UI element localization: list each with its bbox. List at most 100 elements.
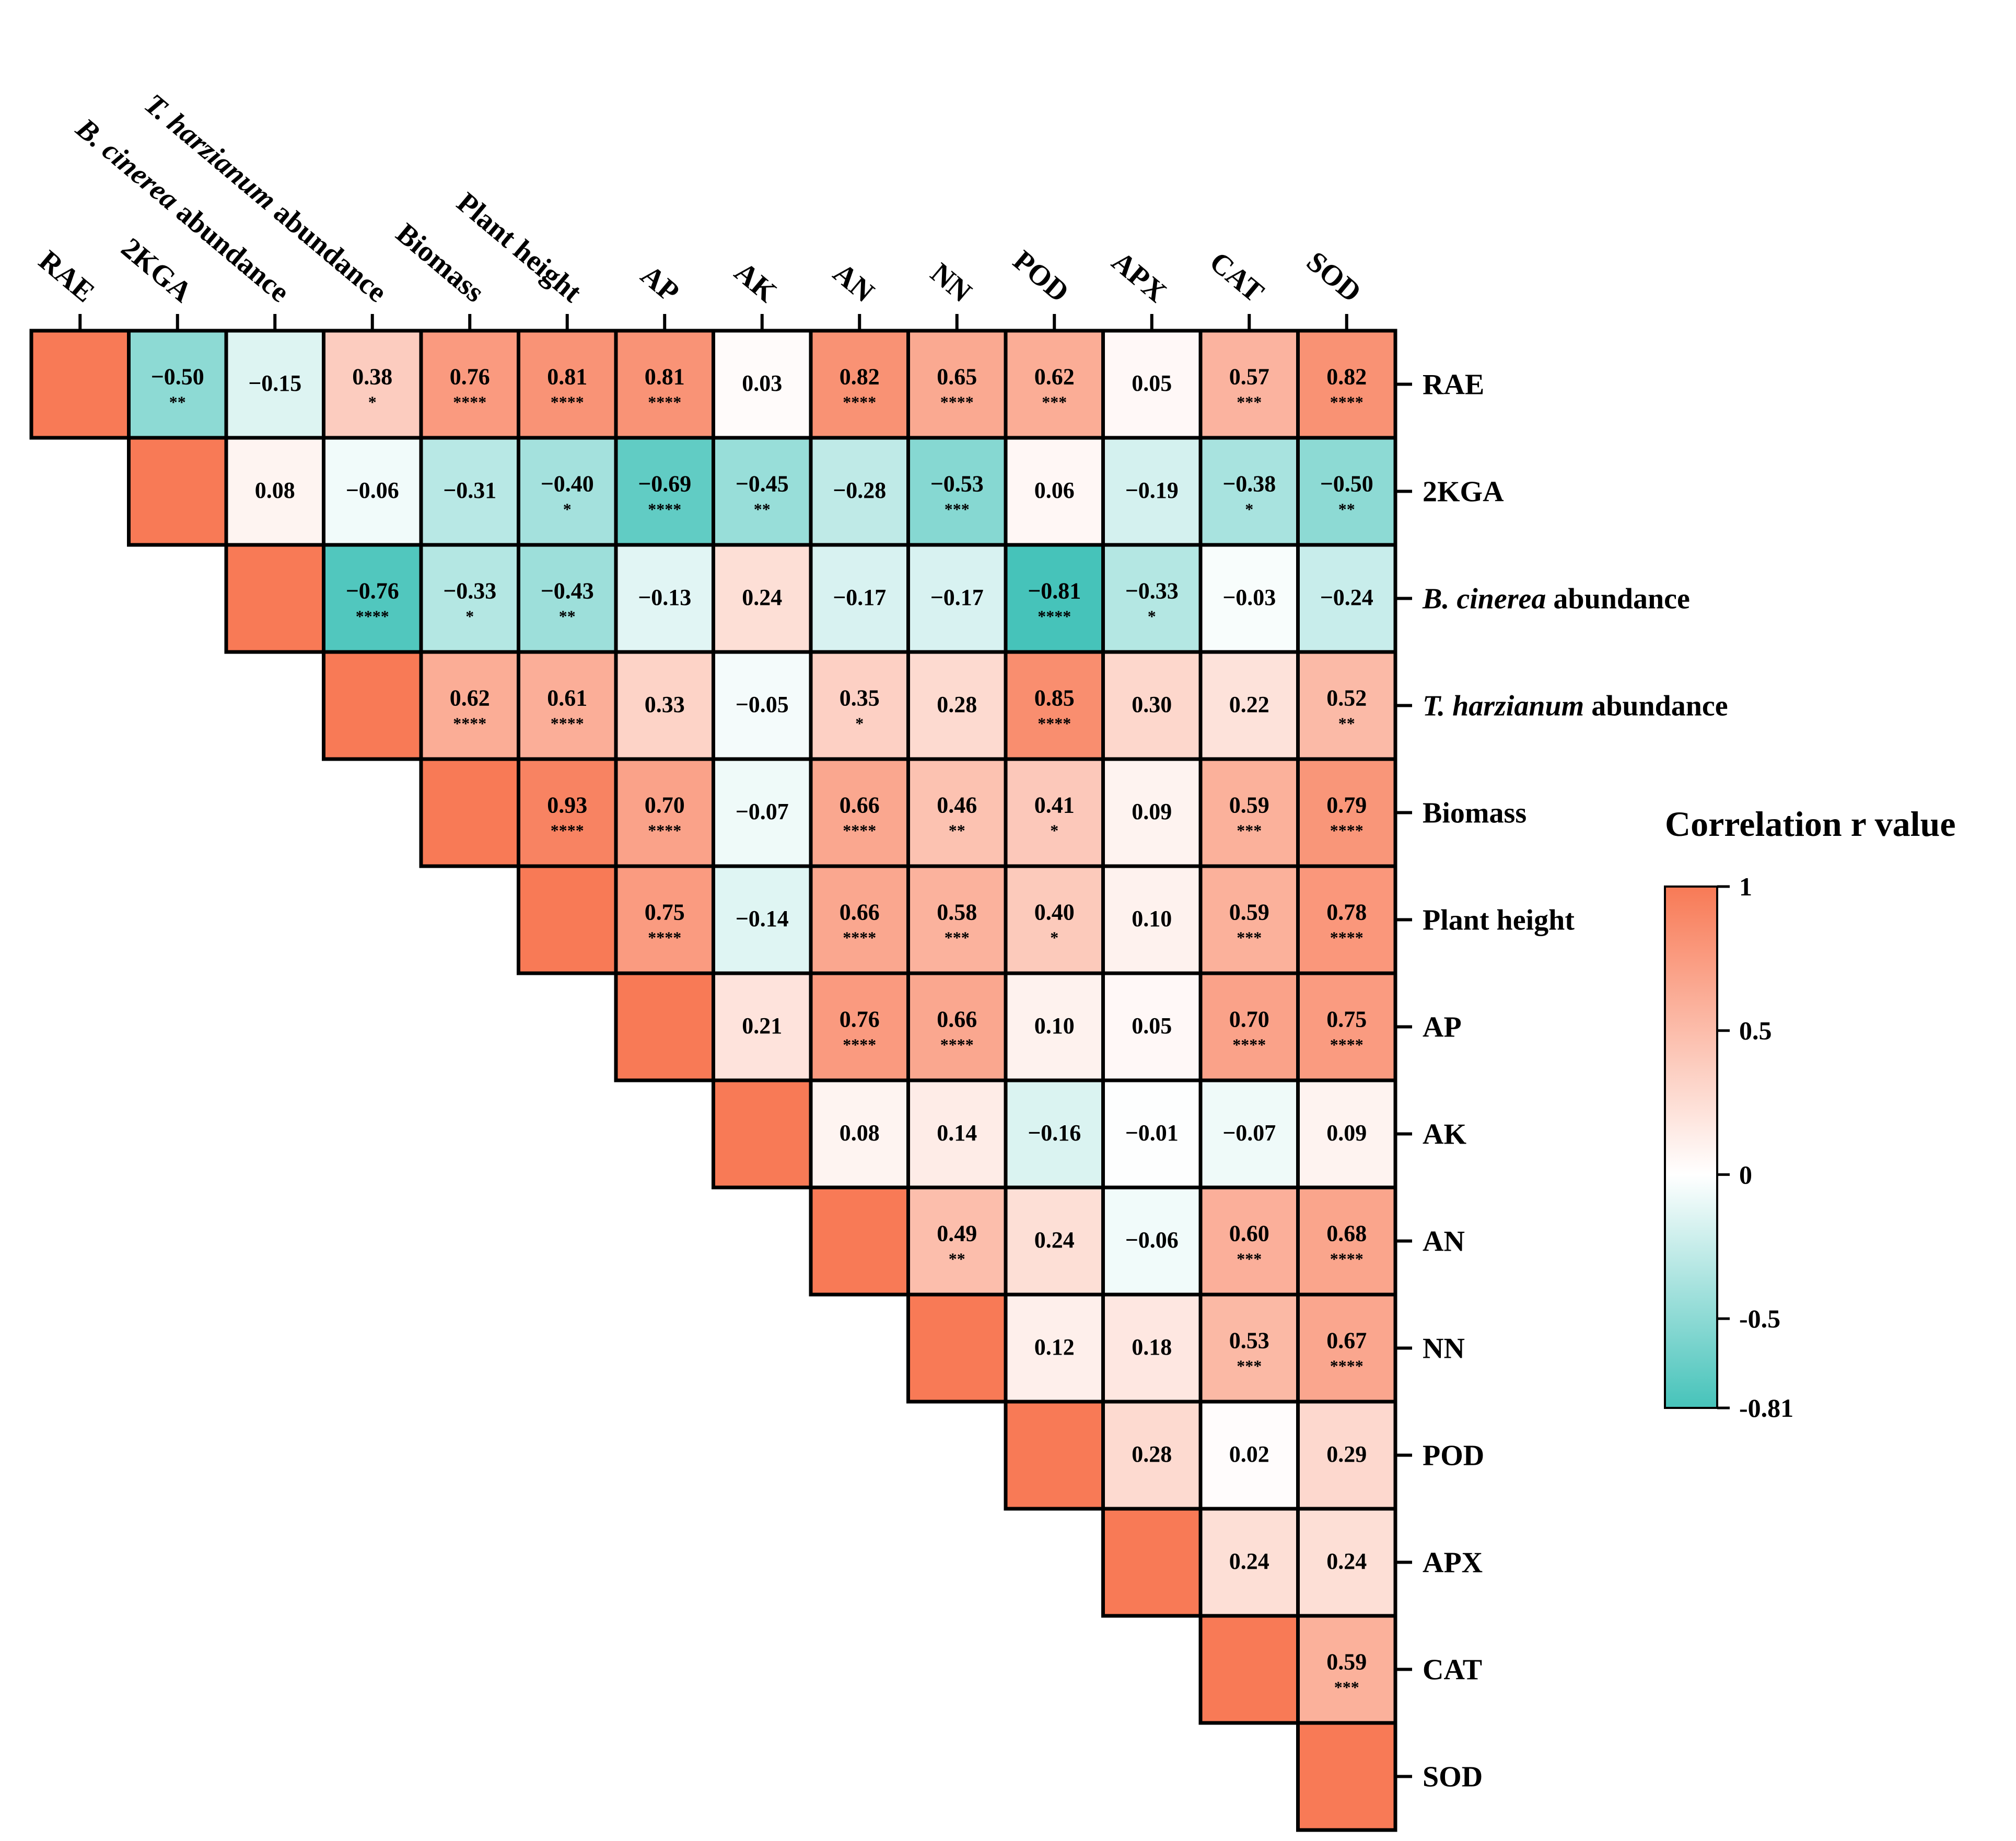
cell-ap-ap: [614, 971, 715, 1082]
cell-value: −0.01: [1125, 1120, 1179, 1146]
row-label-pod: POD: [1423, 1440, 1484, 1472]
cell-rect: [1101, 1078, 1203, 1190]
cell-value: 0.59: [1229, 900, 1269, 925]
cell-2kga-an: −0.28: [809, 436, 910, 547]
cell-rect: [1198, 1614, 1300, 1725]
cell-b-cinerea-abundance-an: −0.17: [809, 543, 910, 654]
cell-significance: ****: [453, 393, 486, 412]
colorbar-tick-label: 0: [1739, 1160, 1752, 1189]
row-label-2kga: 2KGA: [1423, 476, 1504, 508]
cell-value: 0.38: [352, 364, 392, 390]
cell-value: 0.30: [1132, 692, 1172, 717]
cell-2kga-2kga: [127, 436, 228, 547]
cell-2kga-apx: −0.19: [1101, 436, 1203, 547]
cell-rae-biomass: 0.76 ****: [419, 329, 520, 440]
cell-value: 0.66: [937, 1007, 977, 1032]
cell-biomass-ap: 0.70 ****: [614, 757, 715, 868]
cell-value: −0.24: [1320, 585, 1373, 610]
cell-value: 0.70: [1229, 1007, 1269, 1032]
col-label-rae: RAE: [32, 244, 100, 308]
cell-value: 0.06: [1034, 477, 1075, 503]
cell-value: 0.02: [1229, 1441, 1269, 1467]
cell-significance: *: [563, 500, 572, 519]
cell-value: 0.81: [645, 364, 685, 390]
cell-value: 0.76: [840, 1007, 880, 1032]
cell-rect: [1296, 1185, 1397, 1297]
cell-rect: [809, 1185, 910, 1297]
cell-t-harzianum-abundance-apx: 0.30: [1101, 650, 1203, 761]
cell-ak-cat: −0.07: [1198, 1078, 1300, 1190]
cell-b-cinerea-abundance-sod: −0.24: [1296, 543, 1397, 654]
cell-rect: [1296, 1400, 1397, 1511]
cell-rect: [517, 436, 618, 547]
cell-rect: [1198, 1400, 1300, 1511]
cell-rect: [809, 436, 910, 547]
cell-b-cinerea-abundance-nn: −0.17: [906, 543, 1008, 654]
cell-significance: ***: [945, 500, 970, 519]
cell-rect: [1296, 1614, 1397, 1725]
cell-significance: **: [949, 1250, 965, 1268]
cell-value: 0.53: [1229, 1328, 1269, 1354]
cell-rect: [1296, 1721, 1397, 1832]
cell-rect: [419, 436, 520, 547]
cell-rect: [712, 436, 813, 547]
cell-value: −0.15: [248, 370, 301, 396]
cell-rect: [614, 971, 715, 1082]
cell-ap-cat: 0.70 ****: [1198, 971, 1300, 1082]
cell-value: −0.40: [541, 471, 594, 497]
colorbar-tick-label: -0.81: [1739, 1393, 1793, 1423]
cell-b-cinerea-abundance-pod: −0.81 ****: [1004, 543, 1105, 654]
cell-significance: *: [368, 393, 377, 412]
cell-value: 0.24: [1034, 1227, 1075, 1253]
cell-value: 0.85: [1034, 685, 1075, 711]
cell-rect: [809, 543, 910, 654]
cell-significance: ****: [648, 393, 681, 412]
cell-significance: ***: [1237, 928, 1262, 947]
cell-rae-ak: 0.03: [712, 329, 813, 440]
cell-significance: ****: [1232, 1035, 1266, 1054]
cell-value: −0.06: [1125, 1227, 1179, 1253]
cell-an-pod: 0.24: [1004, 1185, 1105, 1297]
cell-significance: ***: [1237, 1357, 1262, 1376]
cell-value: −0.31: [443, 477, 496, 503]
cell-rect: [1101, 1507, 1203, 1618]
cell-rae-rae: [29, 329, 131, 440]
row-label-biomass: Biomass: [1423, 797, 1526, 830]
cell-significance: ****: [551, 714, 584, 733]
cell-an-nn: 0.49 **: [906, 1185, 1008, 1297]
cell-significance: ****: [648, 928, 681, 947]
cell-rect: [127, 436, 228, 547]
cell-value: 0.68: [1326, 1221, 1367, 1246]
cell-2kga-t-harzianum-abundance: −0.06: [322, 436, 423, 547]
cell-rect: [1198, 971, 1300, 1082]
cell-rect: [1004, 329, 1105, 440]
cell-plant-height-an: 0.66 ****: [809, 864, 910, 975]
cell-value: 0.05: [1132, 370, 1172, 396]
cell-an-sod: 0.68 ****: [1296, 1185, 1397, 1297]
row-label-apx: APX: [1423, 1547, 1483, 1579]
cell-2kga-biomass: −0.31: [419, 436, 520, 547]
cell-rect: [906, 1078, 1008, 1190]
cell-t-harzianum-abundance-nn: 0.28: [906, 650, 1008, 761]
cell-value: 0.24: [742, 585, 782, 610]
cell-significance: ****: [453, 714, 486, 733]
cell-biomass-biomass: [419, 757, 520, 868]
cell-ap-apx: 0.05: [1101, 971, 1203, 1082]
cell-value: −0.07: [736, 799, 789, 824]
col-label-ap: AP: [635, 259, 685, 308]
cell-value: 0.49: [937, 1221, 977, 1246]
cell-value: 0.79: [1326, 793, 1367, 818]
col-label-ak: AK: [728, 255, 783, 309]
cell-rect: [1101, 757, 1203, 868]
cell-value: 0.66: [840, 793, 880, 818]
row-label-rae: RAE: [1423, 369, 1484, 401]
colorbar-gradient: [1664, 885, 1718, 1409]
row-label-nn: NN: [1423, 1333, 1465, 1365]
cell-ap-an: 0.76 ****: [809, 971, 910, 1082]
cell-rect: [906, 650, 1008, 761]
cell-significance: ****: [1330, 1357, 1364, 1376]
cell-rect: [517, 864, 618, 975]
cell-pod-pod: [1004, 1400, 1105, 1511]
cell-rect: [322, 650, 423, 761]
cell-rect: [224, 543, 325, 654]
